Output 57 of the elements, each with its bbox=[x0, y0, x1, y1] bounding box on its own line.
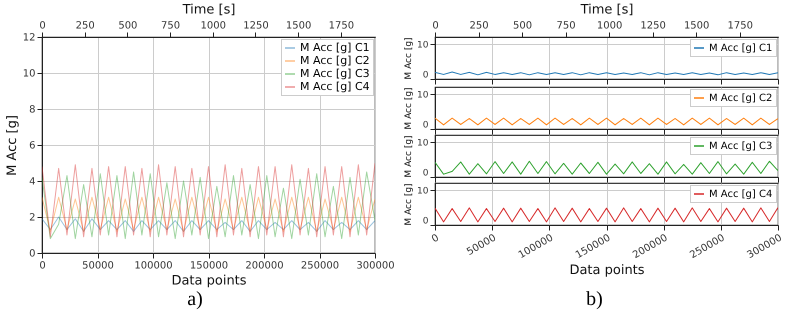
legend-label: M Acc [g] C4 bbox=[300, 80, 370, 93]
text: a) bbox=[186, 288, 204, 311]
legend-label: M Acc [g] C3 bbox=[709, 141, 772, 152]
x2-tick-label: 250 bbox=[469, 20, 489, 32]
x2-tick-label: 500 bbox=[118, 20, 138, 32]
y-tick-label: 10 bbox=[417, 186, 429, 196]
y-tick-label: 2 bbox=[29, 212, 36, 224]
x-axis-title: Data points bbox=[569, 263, 645, 278]
x2-tick-label: 1750 bbox=[727, 20, 753, 32]
x2-tick-label: 750 bbox=[556, 20, 576, 32]
x2-tick-label: 1750 bbox=[328, 20, 354, 32]
legend-label: M Acc [g] C4 bbox=[709, 189, 772, 200]
x2-tick-label: 0 bbox=[432, 20, 439, 32]
x-tick-label: 50000 bbox=[82, 260, 114, 272]
legend-label: M Acc [g] C1 bbox=[300, 41, 370, 54]
y-tick-label: 0 bbox=[422, 168, 429, 178]
y-tick-label: 10 bbox=[417, 40, 429, 50]
x2-tick-label: 1000 bbox=[596, 20, 622, 32]
y-axis-title: M Acc [g] bbox=[404, 87, 414, 130]
y-tick-label: 6 bbox=[29, 140, 36, 152]
legend-label: M Acc [g] C1 bbox=[709, 43, 772, 54]
text: b) bbox=[585, 288, 604, 311]
x-tick-label: 250000 bbox=[300, 260, 340, 272]
y-tick-label: 8 bbox=[29, 104, 36, 116]
y-tick-label: 0 bbox=[422, 120, 429, 130]
y-tick-label: 10 bbox=[22, 68, 36, 80]
x2-tick-label: 750 bbox=[161, 20, 180, 32]
x-tick-label: 0 bbox=[39, 260, 46, 272]
y-axis-title: M Acc [g] bbox=[404, 37, 414, 80]
x2-tick-label: 1000 bbox=[200, 20, 226, 32]
x2-tick-label: 1500 bbox=[684, 20, 710, 32]
x-tick-label: 150000 bbox=[190, 260, 228, 272]
y-tick-label: 12 bbox=[22, 32, 36, 44]
y-axis-title: M Acc [g] bbox=[404, 183, 414, 226]
y-tick-label: 0 bbox=[422, 216, 429, 226]
y-axis-title: M Acc [g] bbox=[404, 135, 414, 178]
x2-tick-label: 1250 bbox=[243, 20, 269, 32]
y-tick-label: 4 bbox=[29, 176, 36, 188]
x2-axis-title: Time [s] bbox=[182, 2, 236, 18]
x2-tick-label: 1500 bbox=[286, 20, 312, 32]
x-axis-title: Data points bbox=[171, 274, 247, 288]
line-series bbox=[435, 207, 778, 222]
x2-axis-title: Time [s] bbox=[580, 2, 634, 18]
y-tick-label: 0 bbox=[422, 70, 429, 80]
legend-label: M Acc [g] C2 bbox=[300, 54, 370, 67]
y-tick-label: 10 bbox=[417, 138, 429, 148]
x-tick-label: 300000 bbox=[356, 260, 395, 272]
x2-tick-label: 1250 bbox=[640, 20, 666, 32]
x-tick-label: 100000 bbox=[134, 260, 173, 272]
x2-tick-label: 250 bbox=[76, 20, 95, 32]
y-tick-label: 10 bbox=[417, 90, 429, 100]
x-tick-label: 200000 bbox=[245, 260, 284, 272]
y-axis-title: M Acc [g] bbox=[4, 115, 20, 176]
x2-tick-label: 0 bbox=[39, 20, 46, 32]
x2-tick-label: 500 bbox=[513, 20, 532, 32]
legend-label: M Acc [g] C3 bbox=[300, 67, 370, 80]
legend-label: M Acc [g] C2 bbox=[709, 93, 772, 104]
